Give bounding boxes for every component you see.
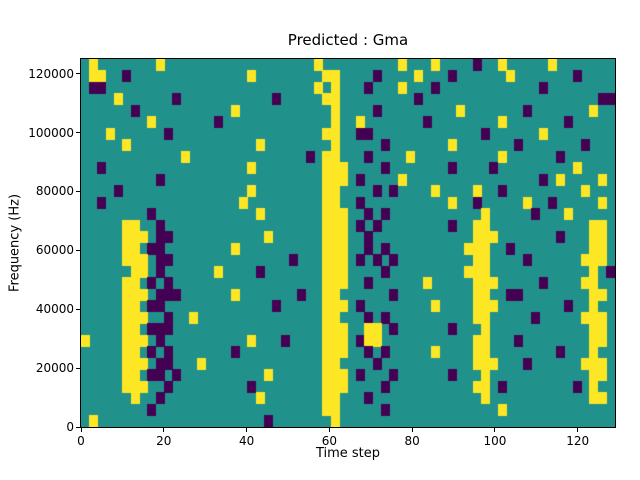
y-tick-mark [76,367,80,369]
x-tick-label: 120 [566,434,590,448]
x-tick-mark [80,428,82,432]
x-tick-mark [163,428,165,432]
x-tick-label: 40 [238,434,255,448]
plot-area [80,58,616,428]
heatmap [81,59,615,427]
x-tick-label: 100 [483,434,507,448]
x-tick-label: 80 [404,434,420,448]
y-tick-mark [76,132,80,134]
x-tick-mark [246,428,248,432]
y-tick-label: 80000 [35,184,74,199]
chart-title: Predicted : Gma [287,31,409,49]
x-tick-mark [577,428,579,432]
x-tick-mark [494,428,496,432]
y-tick-mark [76,73,80,75]
y-tick-mark [76,190,80,192]
x-tick-label: 0 [77,434,85,448]
y-tick-label: 0 [66,420,74,434]
x-tick-mark [328,428,330,432]
y-tick-mark [76,308,80,310]
y-tick-label: 60000 [35,243,74,258]
y-tick-label: 120000 [28,66,74,81]
y-tick-label: 40000 [35,302,74,317]
x-axis-label: Time step [315,446,381,461]
x-tick-label: 60 [321,434,337,448]
x-tick-mark [411,428,413,432]
y-tick-mark [76,426,80,428]
y-tick-label: 100000 [28,125,74,140]
x-tick-label: 20 [156,434,172,448]
y-tick-label: 20000 [35,361,74,376]
y-tick-mark [76,249,80,251]
